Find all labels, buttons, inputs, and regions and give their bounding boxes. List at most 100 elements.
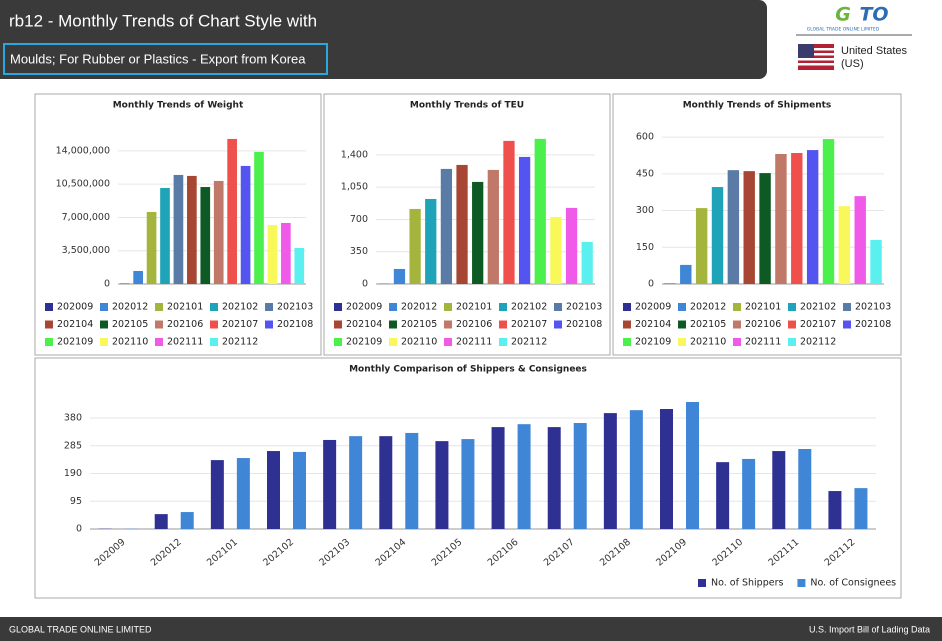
bar [822, 139, 835, 284]
legend-swatch [499, 303, 507, 311]
footer-left: GLOBAL TRADE ONLINE LIMITED [9, 624, 152, 634]
legend-swatch [45, 338, 53, 346]
legend-swatch [678, 320, 686, 329]
legend-swatch [733, 338, 741, 346]
y-tick-label: 380 [64, 413, 82, 424]
bar [629, 410, 643, 529]
legend-label: 202107 [511, 319, 547, 330]
legend-label: 202107 [800, 319, 836, 330]
y-tick-label: 0 [104, 279, 110, 290]
bar [173, 174, 184, 284]
legend-swatch [210, 320, 218, 329]
bar [240, 165, 251, 284]
bar [133, 270, 143, 284]
legend-label: 202105 [401, 319, 437, 330]
legend-label: 202102 [222, 302, 258, 313]
legend-swatch [334, 338, 342, 346]
bar [180, 512, 194, 529]
bar [254, 151, 264, 284]
legend-label: 202103 [855, 302, 891, 313]
legend-label: 202108 [855, 319, 891, 330]
legend-label: No. of Shippers [711, 578, 783, 589]
legend-label: 202102 [800, 302, 836, 313]
bar [806, 150, 819, 284]
legend-label: 202009 [346, 302, 382, 313]
legend-label: 202104 [57, 319, 93, 330]
legend-swatch [100, 320, 108, 329]
bar [210, 460, 224, 529]
legend-label: 202110 [112, 337, 148, 348]
legend-swatch [155, 303, 163, 311]
bar [187, 175, 197, 284]
bar [461, 439, 475, 529]
legend-label: 202111 [456, 337, 492, 348]
bar [517, 424, 531, 529]
chart-title: Monthly Trends of Weight [113, 101, 244, 111]
legend-label: 202111 [167, 337, 203, 348]
bar [405, 432, 419, 529]
legend-swatch [623, 320, 631, 329]
bar [267, 225, 278, 284]
legend-swatch [389, 320, 397, 329]
legend-label: 202101 [745, 302, 781, 313]
bar [547, 427, 561, 529]
legend-label: 202106 [456, 319, 492, 330]
y-tick-label: 0 [362, 279, 368, 290]
legend-swatch [265, 303, 273, 311]
bar [267, 451, 280, 529]
y-tick-label: 190 [64, 468, 82, 479]
bar [870, 239, 882, 284]
legend-swatch [155, 320, 163, 329]
bar [227, 138, 237, 284]
logo-text: GLOBAL TRADE ONLINE LIMITED [807, 27, 880, 33]
bar [349, 436, 363, 529]
y-tick-label: 0 [76, 524, 82, 535]
legend-label: 202108 [566, 319, 602, 330]
legend-swatch [444, 303, 452, 311]
subtitle-box [3, 43, 328, 75]
legend-label: 202012 [112, 302, 148, 313]
bar [456, 164, 468, 284]
legend-label: 202112 [511, 337, 547, 348]
footer-right: U.S. Import Bill of Lading Data [809, 624, 930, 634]
legend-swatch [265, 320, 273, 329]
legend-swatch [733, 320, 741, 329]
legend-swatch [499, 338, 507, 346]
bar [565, 207, 578, 284]
bar [660, 409, 673, 529]
bar [146, 211, 157, 284]
bar [716, 462, 730, 529]
bar [518, 156, 531, 284]
y-tick-label: 7,000,000 [62, 212, 110, 223]
legend-swatch [100, 303, 108, 311]
legend-label: 202012 [690, 302, 726, 313]
y-tick-label: 10,500,000 [56, 179, 110, 190]
legend-label: 202109 [57, 337, 93, 348]
legend-swatch [843, 320, 851, 329]
legend-label: 202103 [566, 302, 602, 313]
chart-title: Monthly Trends of Shipments [683, 101, 832, 111]
bar [711, 187, 724, 284]
legend-swatch [797, 579, 806, 587]
legend-swatch [45, 320, 53, 329]
bar [379, 436, 393, 529]
bar [838, 206, 851, 284]
y-tick-label: 1,400 [341, 149, 368, 160]
y-tick-label: 700 [350, 214, 368, 225]
legend-swatch [843, 303, 851, 311]
bar [680, 264, 692, 284]
y-tick-label: 0 [648, 279, 654, 290]
legend-swatch [100, 338, 108, 346]
flag [798, 44, 834, 70]
bar [200, 187, 211, 284]
bar [798, 449, 812, 529]
bar [503, 140, 515, 284]
bar [603, 413, 617, 529]
legend-label: 202101 [167, 302, 203, 313]
legend-swatch [499, 320, 507, 329]
bar [772, 451, 786, 529]
y-tick-label: 450 [636, 168, 654, 179]
legend-label: 202108 [277, 319, 313, 330]
y-tick-label: 350 [350, 246, 368, 257]
y-tick-label: 3,500,000 [62, 245, 110, 256]
